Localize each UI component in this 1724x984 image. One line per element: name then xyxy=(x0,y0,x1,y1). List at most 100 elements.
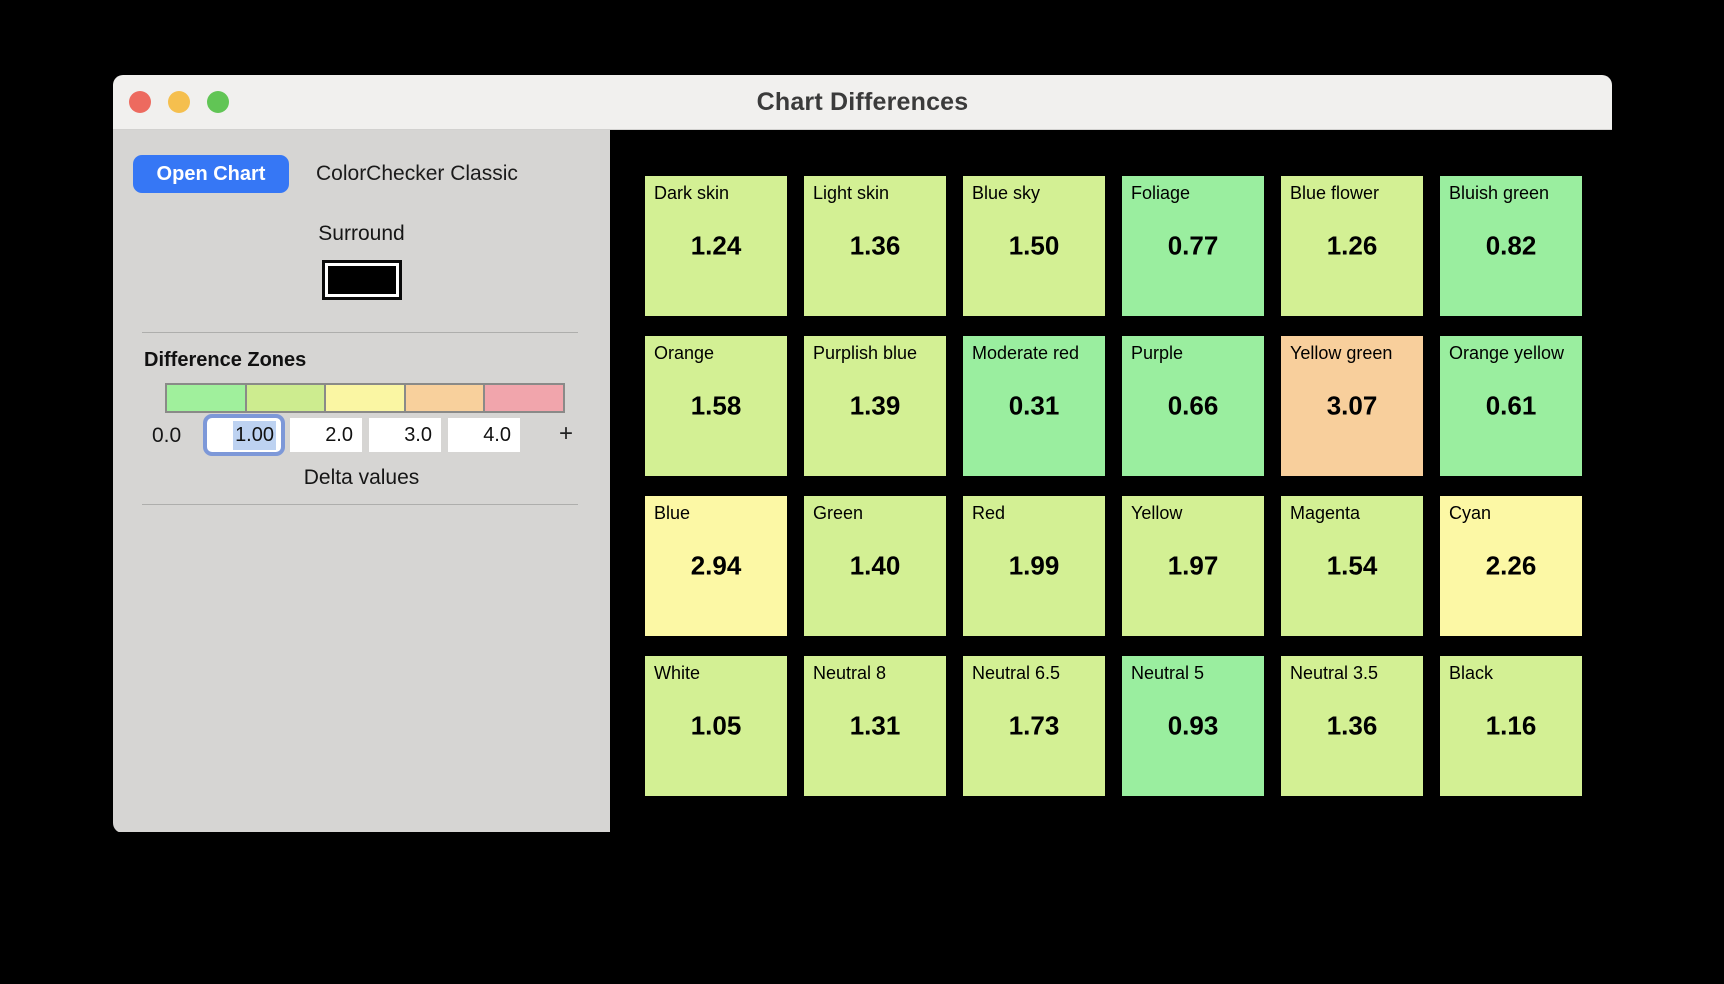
patch-delta-value: 1.26 xyxy=(1326,230,1378,261)
selected-text: 1.00 xyxy=(233,420,276,450)
zone-color-bar xyxy=(165,383,565,413)
patch-name: Light skin xyxy=(813,183,890,203)
patch-delta-value: 1.36 xyxy=(849,230,901,261)
patch-tile: Green 1.40 xyxy=(804,496,946,636)
patch-delta-value: 0.66 xyxy=(1167,390,1219,421)
patch-delta-value: 1.05 xyxy=(690,710,742,741)
patch-delta-value: 0.93 xyxy=(1167,710,1219,741)
patch-delta-value: 0.82 xyxy=(1485,230,1537,261)
patch-name: Yellow xyxy=(1131,503,1183,523)
delta-values-label: Delta values xyxy=(303,466,420,489)
patch-delta-value: 0.61 xyxy=(1485,390,1537,421)
patch-name: Blue xyxy=(654,503,691,523)
patch-name: Neutral 3.5 xyxy=(1290,663,1379,683)
open-chart-button[interactable]: Open Chart xyxy=(133,155,289,193)
patch-delta-value: 1.58 xyxy=(690,390,742,421)
patch-name: Blue sky xyxy=(972,183,1041,203)
chart-name-label: ColorChecker Classic xyxy=(316,162,518,185)
patch-name: Red xyxy=(972,503,1006,523)
patch-delta-value: 0.31 xyxy=(1008,390,1060,421)
divider xyxy=(142,332,578,333)
window-title: Chart Differences xyxy=(756,87,969,116)
patch-grid: Dark skin 1.24 Light skin 1.36 Blue sky 1.50 F… xyxy=(645,176,1612,796)
patch-tile: White 1.05 xyxy=(645,656,787,796)
patch-delta-value: 1.39 xyxy=(849,390,901,421)
patch-delta-value: 3.07 xyxy=(1326,390,1378,421)
title-bar[interactable]: Chart Differences xyxy=(113,75,1612,130)
zone-color-segment-5 xyxy=(483,383,565,413)
zone-color-segment-2 xyxy=(244,383,327,413)
patch-tile: Purplish blue 1.39 xyxy=(804,336,946,476)
open-chart-row: Open Chart ColorChecker Classic xyxy=(133,155,518,193)
chart-panel: Dark skin 1.24 Light skin 1.36 Blue sky 1.50 F… xyxy=(610,130,1612,832)
patch-tile: Blue 2.94 xyxy=(645,496,787,636)
patch-tile: Neutral 6.5 1.73 xyxy=(963,656,1105,796)
surround-label: Surround xyxy=(318,222,405,245)
patch-tile: Neutral 8 1.31 xyxy=(804,656,946,796)
surround-swatch-color xyxy=(327,266,396,294)
patch-tile: Yellow green 3.07 xyxy=(1281,336,1423,476)
patch-name: Cyan xyxy=(1449,503,1492,523)
patch-delta-value: 1.97 xyxy=(1167,550,1219,581)
patch-name: Green xyxy=(813,503,864,523)
patch-name: Purple xyxy=(1131,343,1184,363)
patch-tile: Purple 0.66 xyxy=(1122,336,1264,476)
zone-input-4[interactable]: 4.0 xyxy=(448,418,520,452)
patch-tile: Bluish green 0.82 xyxy=(1440,176,1582,316)
patch-delta-value: 1.50 xyxy=(1008,230,1060,261)
zone-color-segment-3 xyxy=(324,383,406,413)
patch-tile: Blue flower 1.26 xyxy=(1281,176,1423,316)
patch-tile: Yellow 1.97 xyxy=(1122,496,1264,636)
surround-color-well[interactable] xyxy=(321,260,402,300)
patch-delta-value: 2.26 xyxy=(1485,550,1537,581)
patch-name: Orange yellow xyxy=(1449,343,1565,363)
patch-delta-value: 2.94 xyxy=(690,550,742,581)
zone-color-segment-1 xyxy=(165,383,247,413)
zone-values-row: 0.0 1.00 2.0 3.0 4.0 + xyxy=(113,414,610,458)
zone-color-segment-4 xyxy=(403,383,486,413)
patch-name: Foliage xyxy=(1131,183,1191,203)
patch-tile: Neutral 5 0.93 xyxy=(1122,656,1264,796)
patch-tile: Neutral 3.5 1.36 xyxy=(1281,656,1423,796)
patch-tile: Light skin 1.36 xyxy=(804,176,946,316)
patch-name: Dark skin xyxy=(654,183,730,203)
patch-name: Orange xyxy=(654,343,715,363)
traffic-lights xyxy=(129,75,229,129)
minimize-button[interactable] xyxy=(168,91,190,113)
patch-tile: Moderate red 0.31 xyxy=(963,336,1105,476)
patch-delta-value: 1.24 xyxy=(690,230,742,261)
patch-name: Moderate red xyxy=(972,343,1080,363)
patch-name: Black xyxy=(1449,663,1494,683)
zoom-button[interactable] xyxy=(207,91,229,113)
patch-tile: Red 1.99 xyxy=(963,496,1105,636)
patch-delta-value: 1.99 xyxy=(1008,550,1060,581)
patch-delta-value: 1.36 xyxy=(1326,710,1378,741)
patch-name: Magenta xyxy=(1290,503,1361,523)
patch-tile: Orange 1.58 xyxy=(645,336,787,476)
zone-input-1[interactable]: 1.00 xyxy=(203,414,285,456)
patch-name: Neutral 8 xyxy=(813,663,887,683)
patch-name: Yellow green xyxy=(1290,343,1393,363)
patch-tile: Blue sky 1.50 xyxy=(963,176,1105,316)
close-button[interactable] xyxy=(129,91,151,113)
patch-name: Blue flower xyxy=(1290,183,1380,203)
sidebar: Open Chart ColorChecker Classic Surround… xyxy=(113,130,610,832)
patch-tile: Orange yellow 0.61 xyxy=(1440,336,1582,476)
patch-tile: Magenta 1.54 xyxy=(1281,496,1423,636)
zone-input-2[interactable]: 2.0 xyxy=(290,418,362,452)
divider xyxy=(142,504,578,505)
difference-zones-heading: Difference Zones xyxy=(144,349,307,371)
patch-tile: Black 1.16 xyxy=(1440,656,1582,796)
zone-input-3[interactable]: 3.0 xyxy=(369,418,441,452)
patch-name: Neutral 6.5 xyxy=(972,663,1061,683)
patch-delta-value: 1.40 xyxy=(849,550,901,581)
patch-name: Purplish blue xyxy=(813,343,918,363)
patch-delta-value: 0.77 xyxy=(1167,230,1219,261)
app-window: Chart Differences Open Chart ColorChecke… xyxy=(113,75,1612,833)
patch-tile: Foliage 0.77 xyxy=(1122,176,1264,316)
patch-delta-value: 1.31 xyxy=(849,710,901,741)
patch-name: White xyxy=(654,663,701,683)
add-zone-button[interactable]: + xyxy=(558,420,573,447)
patch-name: Neutral 5 xyxy=(1131,663,1205,683)
